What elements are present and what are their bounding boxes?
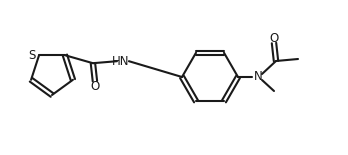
Text: N: N [254,71,262,84]
Text: O: O [90,80,100,93]
Text: S: S [29,49,36,62]
Text: HN: HN [112,55,130,68]
Text: O: O [269,31,279,44]
